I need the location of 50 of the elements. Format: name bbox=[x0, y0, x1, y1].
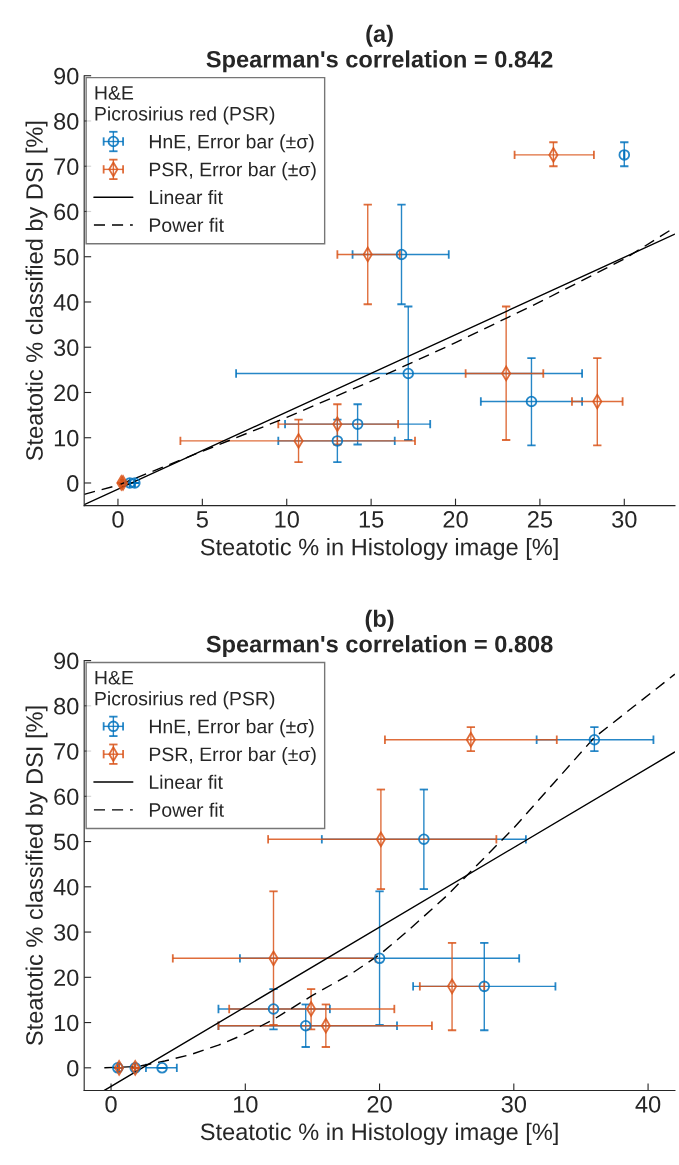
legend-label: Linear fit bbox=[149, 189, 223, 205]
x-axis-title: Steatotic % in Histology image [%] bbox=[200, 1122, 558, 1145]
y-axis-title: Steatotic % classified by DSI [%] bbox=[25, 121, 48, 461]
legend-label: Power fit bbox=[149, 802, 224, 817]
x-tick-label: 25 bbox=[527, 511, 553, 528]
legend-title: H&E Picrosirius red (PSR) bbox=[95, 670, 275, 710]
y-tick-label: 40 bbox=[53, 878, 79, 896]
legend-label: Linear fit bbox=[149, 774, 223, 790]
y-tick-label: 70 bbox=[54, 158, 79, 176]
legend-label: Power fit bbox=[149, 217, 224, 233]
chart-subtitle: Spearman's correlation = 0.808 bbox=[206, 635, 553, 658]
y-tick-label: 0 bbox=[67, 1059, 79, 1077]
legend-label: PSR, Error bar (±σ) bbox=[149, 746, 316, 766]
x-tick-label: 15 bbox=[359, 511, 384, 528]
chart-title: (b) bbox=[365, 609, 394, 632]
chart-subtitle: Spearman's correlation = 0.842 bbox=[206, 50, 553, 73]
y-tick-label: 60 bbox=[54, 203, 79, 221]
y-tick-label: 10 bbox=[54, 429, 79, 447]
y-tick-label: 0 bbox=[67, 475, 79, 492]
chart-title: (a) bbox=[366, 24, 393, 47]
x-tick-label: 0 bbox=[105, 1095, 117, 1113]
y-tick-label: 20 bbox=[54, 384, 79, 402]
x-tick-label: 40 bbox=[635, 1095, 661, 1113]
x-tick-label: 10 bbox=[275, 511, 299, 528]
x-tick-label: 10 bbox=[233, 1095, 258, 1113]
y-tick-label: 40 bbox=[53, 294, 79, 311]
legend-label: HnE, Error bar (±σ) bbox=[149, 719, 314, 738]
x-tick-label: 30 bbox=[501, 1095, 527, 1113]
x-tick-label: 30 bbox=[612, 511, 637, 528]
x-tick-label: 5 bbox=[196, 511, 208, 528]
x-tick-label: 20 bbox=[367, 1095, 392, 1113]
y-tick-label: 30 bbox=[53, 339, 79, 357]
y-tick-label: 50 bbox=[54, 248, 79, 266]
y-tick-label: 10 bbox=[54, 1014, 79, 1032]
y-tick-label: 30 bbox=[53, 924, 79, 941]
y-tick-label: 70 bbox=[54, 743, 79, 760]
x-axis-title: Steatotic % in Histology image [%] bbox=[200, 538, 558, 561]
x-tick-label: 0 bbox=[112, 511, 124, 528]
y-tick-label: 80 bbox=[54, 697, 79, 715]
x-tick-label: 20 bbox=[443, 511, 468, 528]
y-tick-label: 80 bbox=[54, 113, 79, 130]
y-tick-label: 90 bbox=[54, 652, 79, 670]
legend-label: HnE, Error bar (±σ) bbox=[149, 134, 314, 153]
legend-label: PSR, Error bar (±σ) bbox=[149, 162, 316, 181]
y-tick-label: 60 bbox=[54, 788, 79, 806]
y-tick-label: 90 bbox=[54, 67, 79, 85]
y-axis-title: Steatotic % classified by DSI [%] bbox=[25, 706, 48, 1046]
y-tick-label: 20 bbox=[54, 969, 79, 987]
legend-title: H&E Picrosirius red (PSR) bbox=[95, 86, 275, 125]
y-tick-label: 50 bbox=[54, 833, 79, 851]
